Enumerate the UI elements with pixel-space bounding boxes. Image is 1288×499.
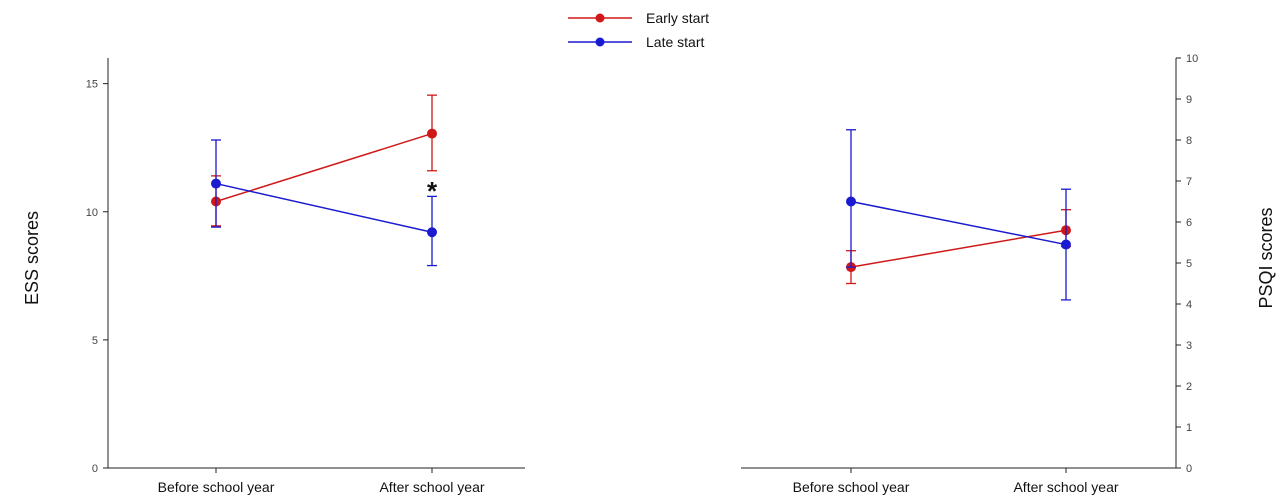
ess-early-start-point <box>427 128 437 139</box>
psqi-y-tick-label: 3 <box>1186 340 1192 352</box>
ess-late-start-point <box>211 178 221 189</box>
legend-early-start-swatch-marker <box>595 13 605 23</box>
psqi-x-tick-label: After school year <box>1013 479 1118 495</box>
psqi-y-tick-label: 9 <box>1186 94 1192 106</box>
psqi-y-tick-label: 5 <box>1186 258 1192 270</box>
psqi-y-tick-label: 8 <box>1186 135 1192 147</box>
psqi-y-tick-label: 6 <box>1186 217 1192 229</box>
psqi-x-tick-label: Before school year <box>793 479 910 495</box>
legend-late-start-label: Late start <box>646 34 704 50</box>
ess-panel: ESS scores 0 5 10 15 Before school year After… <box>22 58 525 495</box>
psqi-panel: PSQI scores 0 1 2 3 4 5 6 7 8 9 10 Before school ye… <box>741 53 1276 495</box>
psqi-y-tick-label: 0 <box>1186 463 1192 475</box>
legend-late-start-swatch-marker <box>595 37 605 47</box>
ess-late-start-line <box>215 182 433 233</box>
ess-y-tick-label: 15 <box>86 79 98 91</box>
ess-y-axis-title: ESS scores <box>22 211 42 305</box>
ess-y-tick-label: 10 <box>86 207 98 219</box>
ess-x-tick-label: After school year <box>379 479 484 495</box>
ess-x-tick-label: Before school year <box>158 479 275 495</box>
psqi-y-tick-label: 4 <box>1186 299 1192 311</box>
ess-late-start-point <box>427 227 437 238</box>
psqi-y-tick-label: 1 <box>1186 422 1192 434</box>
legend-early-start-label: Early start <box>646 10 709 26</box>
psqi-y-tick-label: 2 <box>1186 381 1192 393</box>
psqi-late-start-point <box>846 196 856 207</box>
psqi-y-tick-label: 7 <box>1186 176 1192 188</box>
ess-y-tick-label: 5 <box>92 335 98 347</box>
psqi-late-start-line <box>850 200 1067 246</box>
psqi-y-tick-label: 10 <box>1186 53 1198 65</box>
ess-y-tick-label: 0 <box>92 463 98 475</box>
psqi-early-start-line <box>850 229 1067 268</box>
psqi-late-start-point <box>1061 239 1071 250</box>
ess-significance-annotation: * <box>427 176 438 206</box>
ess-early-start-line <box>215 132 433 203</box>
legend: Early start Late start <box>568 10 709 50</box>
psqi-y-axis-title: PSQI scores <box>1256 207 1276 308</box>
